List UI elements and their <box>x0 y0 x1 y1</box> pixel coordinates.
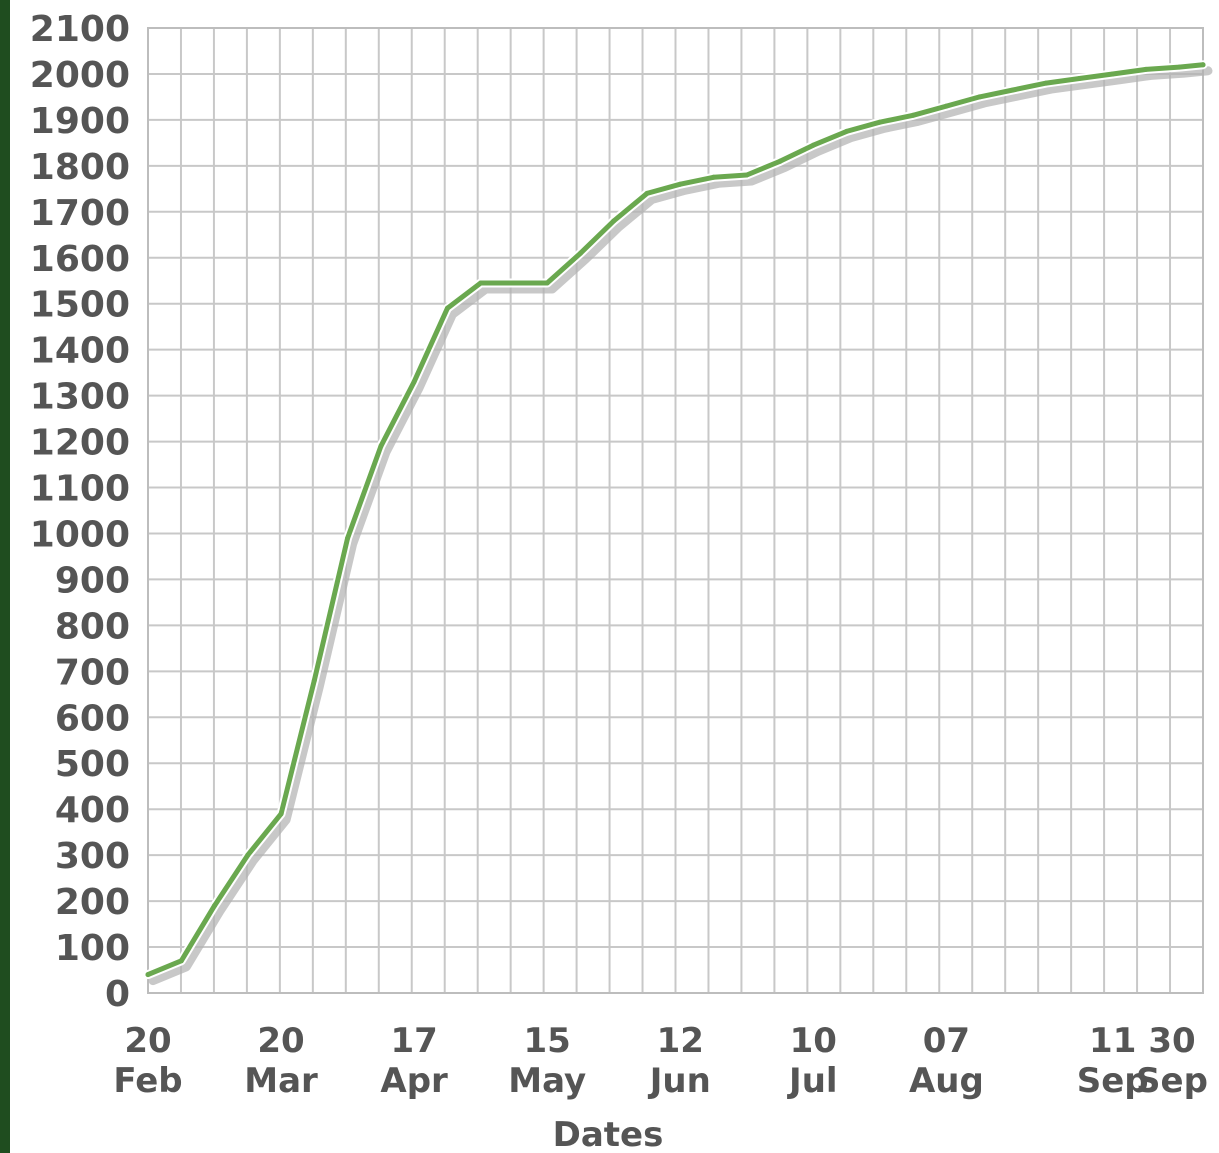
y-tick-label: 400 <box>55 790 130 831</box>
data-point <box>1143 66 1149 72</box>
data-point <box>478 280 484 286</box>
y-tick-label: 1500 <box>30 285 130 326</box>
y-tick-label: 1700 <box>30 193 130 234</box>
data-point <box>178 958 184 964</box>
data-point <box>810 142 816 148</box>
y-tick-label: 1900 <box>30 101 130 142</box>
data-point <box>245 852 251 858</box>
x-tick-label-month: Feb <box>113 1061 182 1101</box>
y-tick-label: 1800 <box>30 147 130 188</box>
y-tick-label: 0 <box>105 974 130 1015</box>
x-tick-label-day: 17 <box>390 1021 437 1061</box>
x-axis: 20Feb20Mar17Apr15May12Jun10Jul07Aug11Sep… <box>113 1021 1208 1101</box>
data-point <box>677 181 683 187</box>
y-tick-label: 800 <box>55 606 130 647</box>
y-tick-label: 500 <box>55 744 130 785</box>
data-point <box>212 903 217 909</box>
left-border <box>0 0 10 1153</box>
x-tick-label-month: Jul <box>787 1061 838 1101</box>
data-point <box>910 112 916 118</box>
data-point <box>1076 76 1082 81</box>
data-point <box>943 103 949 109</box>
data-point <box>411 379 417 385</box>
y-tick-label: 700 <box>55 652 130 693</box>
y-tick-label: 1600 <box>30 239 130 280</box>
y-tick-label: 900 <box>55 560 130 601</box>
data-point <box>844 128 850 134</box>
x-tick-label-month: Sep <box>1077 1061 1149 1101</box>
data-point <box>278 811 284 817</box>
data-point <box>345 535 351 541</box>
y-tick-label: 200 <box>55 882 130 923</box>
data-point <box>511 280 517 286</box>
data-point <box>544 280 550 286</box>
y-tick-label: 1300 <box>30 377 130 418</box>
data-point <box>444 305 450 311</box>
y-tick-label: 1000 <box>30 514 130 555</box>
data-point <box>1176 64 1182 70</box>
data-point <box>1200 62 1206 68</box>
y-tick-label: 600 <box>55 698 130 739</box>
data-point <box>777 158 783 164</box>
plot-frame <box>147 27 1204 994</box>
x-tick-label-day: 11 <box>1089 1021 1136 1061</box>
x-tick-label-day: 30 <box>1148 1021 1195 1061</box>
x-tick-label-month: Jun <box>648 1061 711 1101</box>
data-point <box>877 119 883 125</box>
data-point <box>145 972 151 978</box>
y-tick-label: 1400 <box>30 331 130 372</box>
x-tick-label-month: Apr <box>380 1061 448 1101</box>
series-line-shadow <box>148 66 1213 986</box>
data-point <box>1010 87 1016 93</box>
y-tick-label: 100 <box>55 928 130 969</box>
data-point <box>1110 71 1116 77</box>
data-point <box>378 443 384 449</box>
data-point <box>744 172 750 178</box>
x-tick-label-month: Sep <box>1136 1061 1208 1101</box>
y-tick-label: 1100 <box>30 469 130 510</box>
x-tick-label-day: 15 <box>524 1021 571 1061</box>
y-tick-label: 300 <box>55 836 130 877</box>
data-point <box>578 250 583 256</box>
x-tick-label-day: 12 <box>657 1021 704 1061</box>
x-tick-label-day: 07 <box>923 1021 970 1061</box>
x-tick-label-month: Aug <box>909 1061 984 1101</box>
data-point <box>311 678 317 683</box>
x-tick-label-day: 20 <box>257 1021 304 1061</box>
x-tick-label-month: Mar <box>244 1061 318 1101</box>
data-point <box>644 190 650 196</box>
series-group <box>143 60 1213 986</box>
data-point <box>977 94 983 100</box>
y-tick-label: 2100 <box>30 9 130 50</box>
data-point <box>711 174 716 180</box>
x-tick-label-day: 20 <box>124 1021 171 1061</box>
chart-grid <box>147 27 1204 994</box>
data-point <box>611 218 617 224</box>
data-point <box>1043 80 1049 86</box>
x-tick-label-day: 10 <box>790 1021 837 1061</box>
y-tick-label: 1200 <box>30 423 130 464</box>
y-tick-label: 2000 <box>30 55 130 96</box>
x-axis-title: Dates <box>553 1115 664 1153</box>
x-tick-label-month: May <box>508 1061 586 1101</box>
